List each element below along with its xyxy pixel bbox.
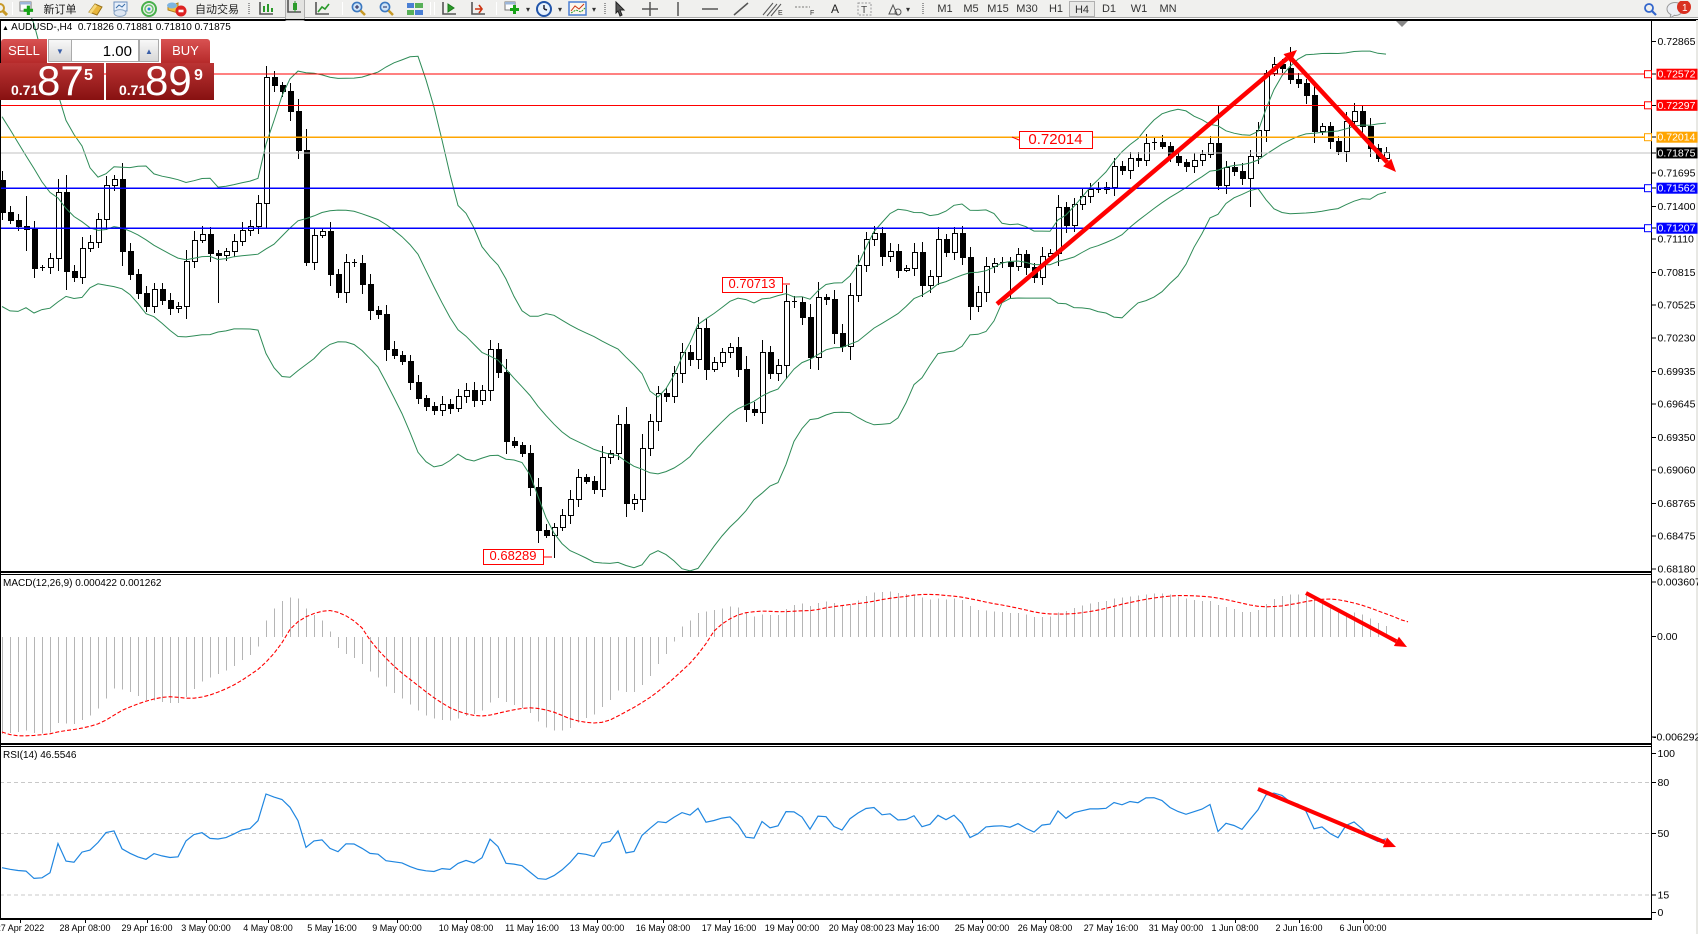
svg-text:0.70525: 0.70525	[1658, 300, 1696, 312]
svg-text:26 May 08:00: 26 May 08:00	[1018, 923, 1073, 933]
svg-text:0.72865: 0.72865	[1658, 36, 1696, 48]
svg-text:0.70713: 0.70713	[729, 276, 776, 291]
svg-text:0.69060: 0.69060	[1658, 465, 1696, 477]
svg-text:15: 15	[1658, 889, 1670, 901]
svg-text:0.68475: 0.68475	[1658, 531, 1696, 543]
svg-text:0.71207: 0.71207	[1658, 223, 1696, 235]
svg-text:27 Apr 2022: 27 Apr 2022	[0, 923, 44, 933]
svg-text:0.69350: 0.69350	[1658, 432, 1696, 444]
svg-text:31 May 00:00: 31 May 00:00	[1149, 923, 1204, 933]
svg-text:6 Jun 00:00: 6 Jun 00:00	[1339, 923, 1386, 933]
svg-text:0.68289: 0.68289	[490, 548, 537, 563]
svg-text:0.69935: 0.69935	[1658, 366, 1696, 378]
svg-text:50: 50	[1658, 828, 1670, 840]
svg-text:0: 0	[1658, 907, 1664, 919]
svg-text:0.68180: 0.68180	[1658, 564, 1696, 576]
svg-text:5 May 16:00: 5 May 16:00	[307, 923, 357, 933]
svg-text:13 May 00:00: 13 May 00:00	[570, 923, 625, 933]
svg-text:T: T	[861, 5, 867, 16]
svg-text:2 Jun 16:00: 2 Jun 16:00	[1275, 923, 1322, 933]
svg-text:100: 100	[1658, 748, 1676, 760]
svg-text:E: E	[778, 10, 783, 17]
svg-text:11 May 16:00: 11 May 16:00	[505, 923, 559, 933]
svg-text:MACD(12,26,9) 0.000422 0.00126: MACD(12,26,9) 0.000422 0.001262	[3, 578, 162, 589]
svg-text:23 May 16:00: 23 May 16:00	[885, 923, 940, 933]
svg-text:4 May 08:00: 4 May 08:00	[243, 923, 293, 933]
svg-text:0.71695: 0.71695	[1658, 168, 1696, 180]
svg-text:3 May 00:00: 3 May 00:00	[181, 923, 231, 933]
svg-text:19 May 00:00: 19 May 00:00	[765, 923, 820, 933]
svg-text:1: 1	[1682, 3, 1688, 14]
svg-text:16 May 08:00: 16 May 08:00	[636, 923, 691, 933]
svg-text:1 Jun 08:00: 1 Jun 08:00	[1211, 923, 1258, 933]
svg-text:-0.006292: -0.006292	[1653, 731, 1698, 743]
svg-text:0.72572: 0.72572	[1658, 69, 1696, 81]
svg-text:0.003607: 0.003607	[1657, 576, 1698, 588]
svg-text:0.68765: 0.68765	[1658, 498, 1696, 510]
svg-text:27 May 16:00: 27 May 16:00	[1084, 923, 1139, 933]
svg-text:0.71875: 0.71875	[1658, 147, 1696, 159]
svg-text:20 May 08:00: 20 May 08:00	[829, 923, 884, 933]
svg-text:9 May 00:00: 9 May 00:00	[372, 923, 422, 933]
svg-text:80: 80	[1658, 777, 1670, 789]
svg-text:RSI(14) 46.5546: RSI(14) 46.5546	[3, 750, 77, 761]
svg-text:F: F	[810, 10, 814, 17]
svg-text:28 Apr 08:00: 28 Apr 08:00	[59, 923, 110, 933]
svg-text:0.70230: 0.70230	[1658, 333, 1696, 345]
svg-text:0.71562: 0.71562	[1658, 183, 1696, 195]
svg-text:0.72297: 0.72297	[1658, 100, 1696, 112]
svg-text:0.69645: 0.69645	[1658, 399, 1696, 411]
svg-text:0.72014: 0.72014	[1028, 131, 1082, 148]
svg-text:0.00: 0.00	[1657, 631, 1678, 643]
svg-text:10 May 08:00: 10 May 08:00	[439, 923, 494, 933]
svg-text:0.70815: 0.70815	[1658, 267, 1696, 279]
svg-text:25 May 00:00: 25 May 00:00	[955, 923, 1010, 933]
svg-text:17 May 16:00: 17 May 16:00	[702, 923, 757, 933]
svg-text:29 Apr 16:00: 29 Apr 16:00	[121, 923, 172, 933]
svg-text:0.71110: 0.71110	[1658, 234, 1695, 246]
svg-text:0.71400: 0.71400	[1658, 201, 1696, 213]
svg-text:0.72014: 0.72014	[1658, 132, 1696, 144]
